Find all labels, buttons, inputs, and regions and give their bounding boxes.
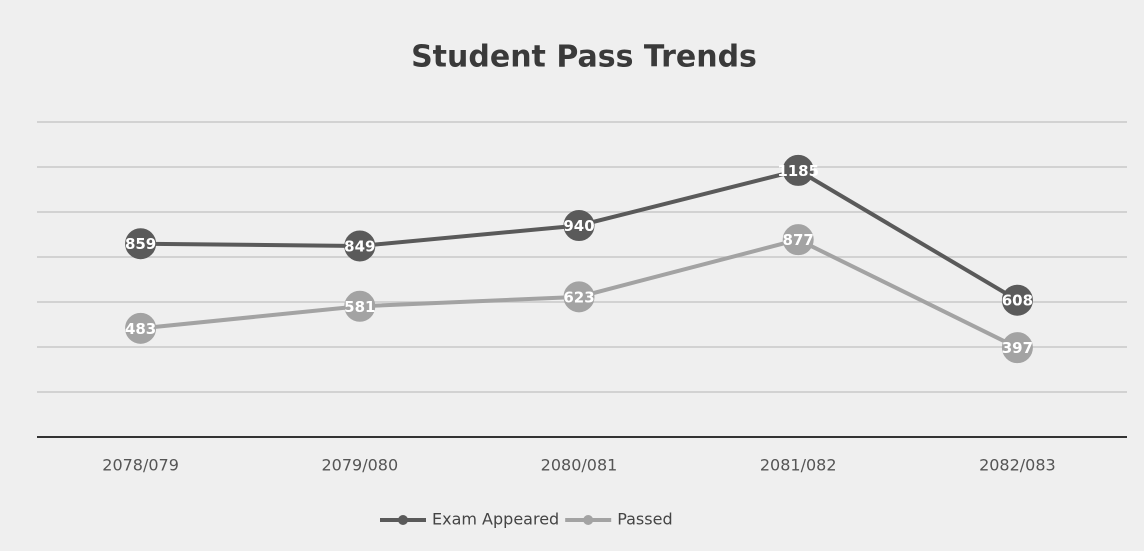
point (1001, 332, 1033, 364)
point (125, 312, 157, 344)
legend-marker (583, 515, 594, 525)
data-label: 397 (1002, 339, 1033, 357)
point (782, 154, 814, 186)
data-label: 940 (563, 217, 594, 235)
point (563, 281, 595, 313)
chart-title: Student Pass Trends (411, 40, 757, 75)
x-tick-label: 2078/079 (102, 456, 179, 475)
x-tick-label: 2079/080 (321, 456, 398, 475)
data-label: 581 (344, 298, 375, 316)
legend-label: Exam Appeared (432, 510, 559, 529)
legend-label: Passed (617, 510, 672, 529)
point (344, 290, 376, 322)
data-label: 877 (783, 231, 814, 249)
data-label: 483 (125, 320, 156, 338)
legend-marker (398, 515, 408, 525)
point (125, 228, 157, 260)
point (782, 224, 814, 256)
data-label: 623 (563, 288, 594, 306)
x-tick-label: 2080/081 (541, 456, 618, 475)
data-label: 859 (125, 235, 156, 253)
x-tick-label: 2081/082 (760, 456, 837, 475)
point (1001, 284, 1033, 316)
data-label: 608 (1002, 292, 1033, 310)
point (344, 230, 376, 262)
data-label: 1185 (777, 162, 819, 180)
x-tick-label: 2082/083 (979, 456, 1056, 475)
data-label: 849 (344, 237, 375, 255)
point (563, 210, 595, 241)
